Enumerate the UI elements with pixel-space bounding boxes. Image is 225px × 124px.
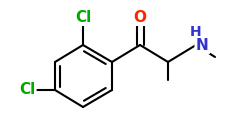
Text: Cl: Cl (75, 10, 91, 25)
Text: H: H (190, 25, 202, 39)
Text: N: N (196, 37, 209, 52)
Text: O: O (133, 10, 146, 25)
Text: Cl: Cl (19, 82, 35, 97)
